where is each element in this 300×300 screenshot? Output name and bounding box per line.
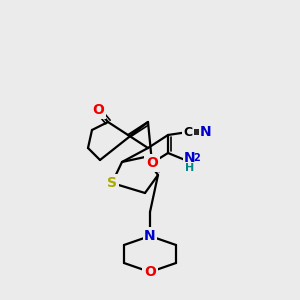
- Text: C: C: [183, 125, 193, 139]
- Text: H: H: [185, 163, 195, 173]
- Text: O: O: [146, 156, 158, 170]
- Text: N: N: [200, 125, 212, 139]
- Text: S: S: [107, 176, 117, 190]
- Text: N: N: [184, 151, 196, 165]
- Text: O: O: [144, 265, 156, 279]
- Text: O: O: [92, 103, 104, 117]
- Text: 2: 2: [194, 153, 200, 163]
- Text: N: N: [144, 229, 156, 243]
